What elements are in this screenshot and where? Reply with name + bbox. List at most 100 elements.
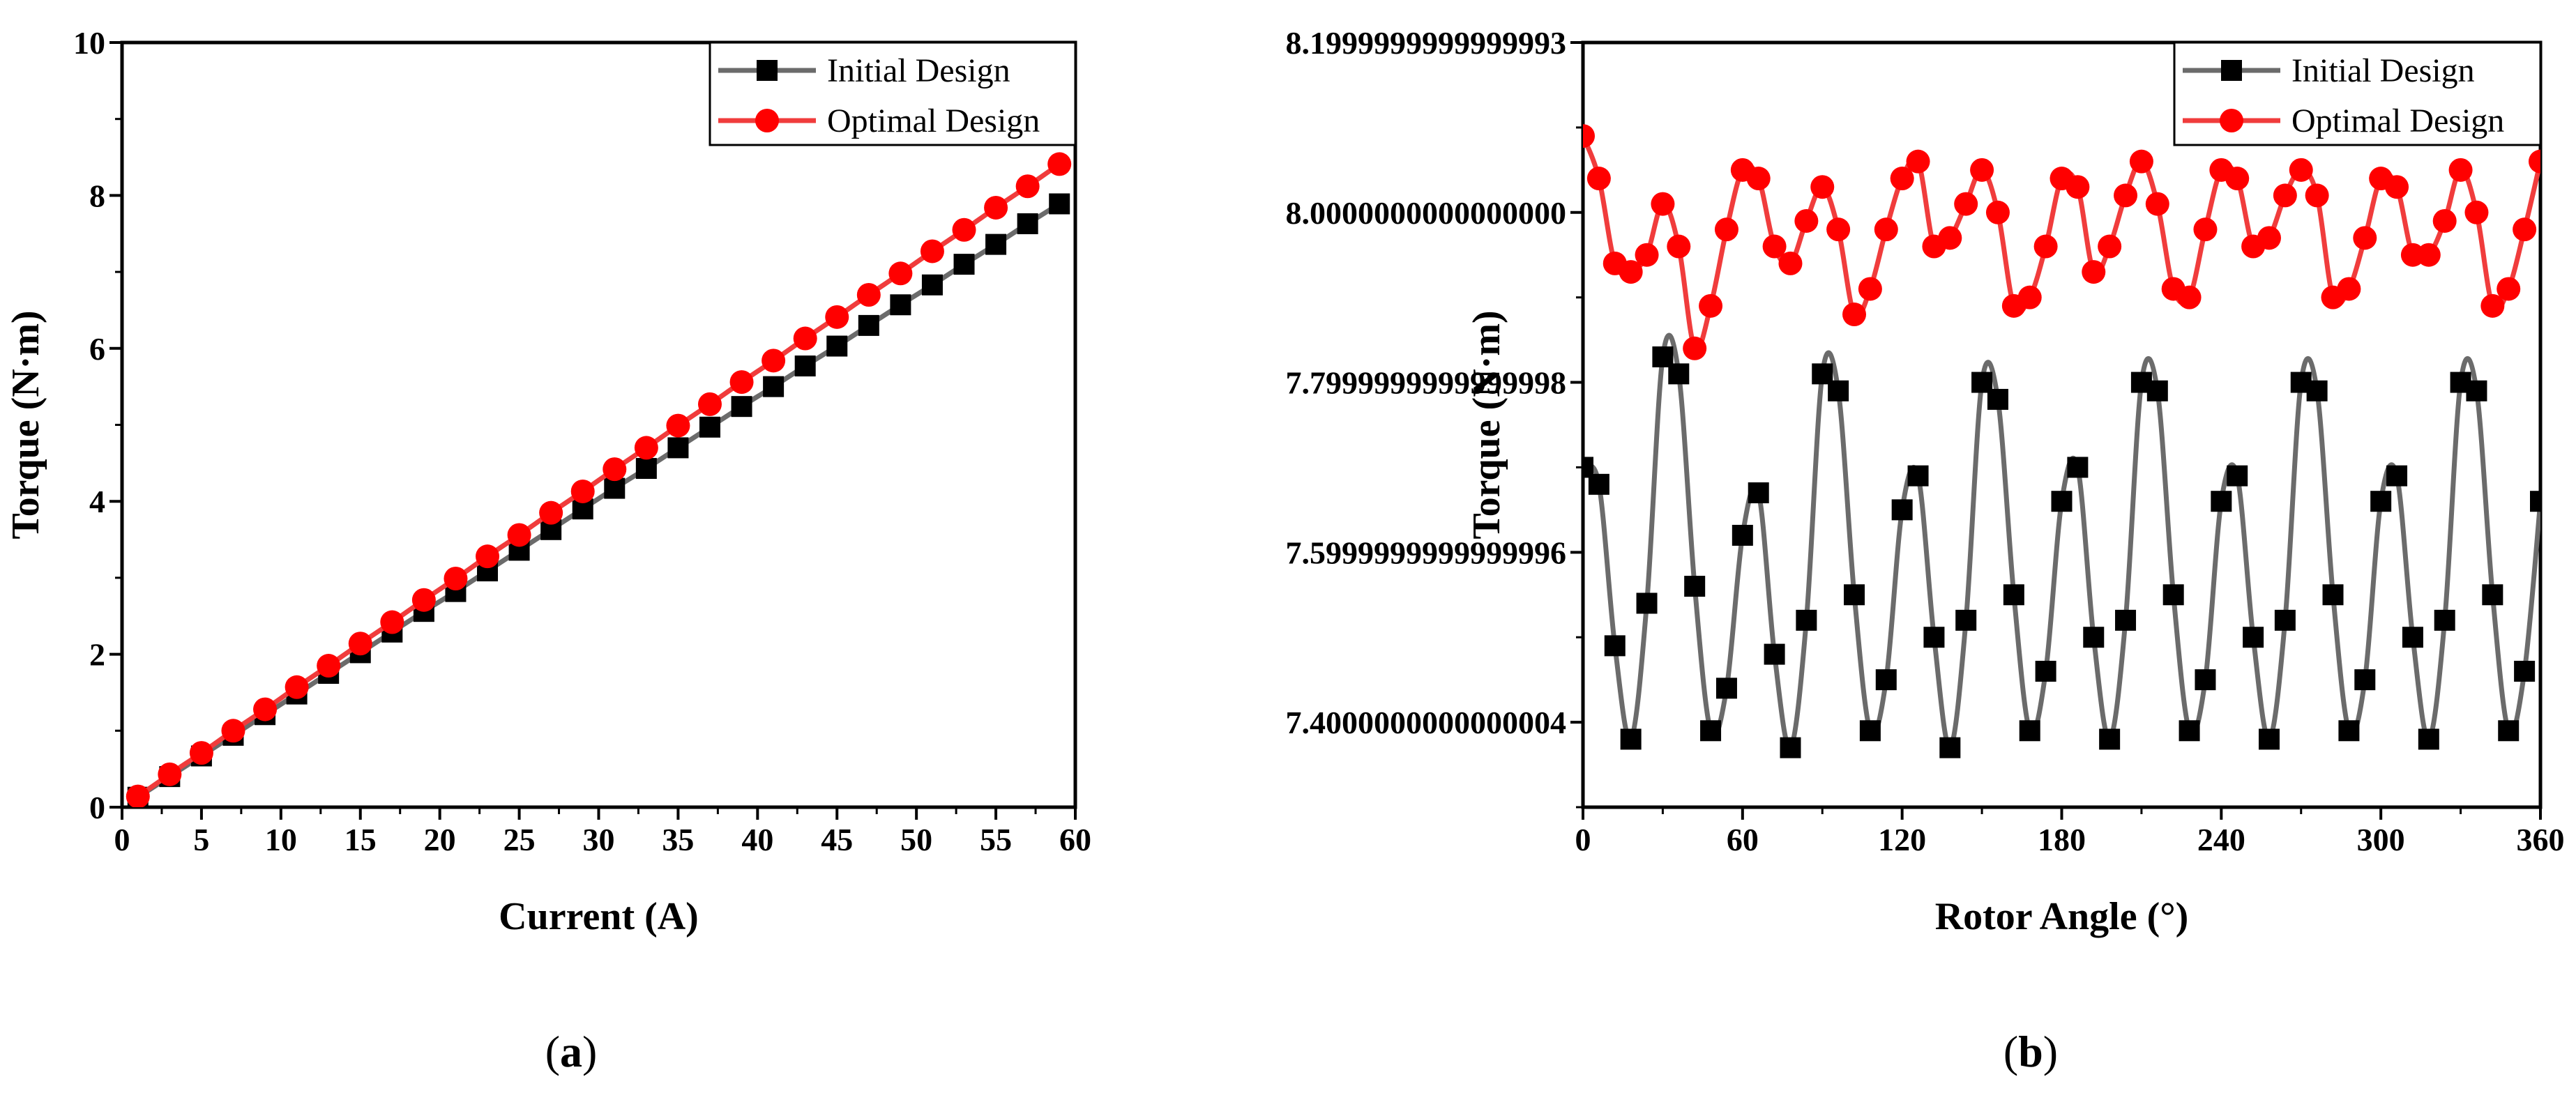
data-point-initial — [1748, 482, 1769, 504]
data-point-initial — [2035, 660, 2056, 682]
data-point-initial — [858, 314, 879, 336]
data-point-optimal — [2432, 208, 2457, 233]
data-point-optimal — [2448, 158, 2473, 182]
subfigure-label-b: (b) — [2003, 1027, 2058, 1076]
x-tick-label: 300 — [2357, 822, 2405, 857]
data-point-initial — [1828, 380, 1849, 401]
data-point-optimal — [634, 436, 658, 460]
data-area — [126, 152, 1072, 807]
data-point-initial — [1891, 499, 1913, 521]
x-tick-label: 20 — [424, 822, 456, 857]
data-point-initial — [1636, 592, 1658, 614]
data-point-optimal — [1826, 217, 1851, 242]
y-tick-label: 10 — [73, 25, 105, 61]
data-point-initial — [2530, 491, 2540, 512]
data-point-optimal — [221, 719, 245, 743]
data-point-optimal — [1047, 152, 1072, 176]
data-point-optimal — [1619, 260, 1643, 284]
x-tick-label: 35 — [662, 822, 694, 857]
data-point-initial — [1939, 737, 1961, 758]
subfigure-label-a: (a) — [545, 1027, 598, 1076]
data-point-optimal — [729, 370, 754, 395]
legend-marker-square — [2221, 60, 2242, 81]
data-point-optimal — [1683, 336, 1707, 360]
data-point-initial — [635, 458, 657, 480]
data-point-initial — [2243, 627, 2264, 648]
data-point-optimal — [1985, 200, 2010, 224]
data-point-initial — [2115, 609, 2137, 631]
data-point-initial — [1907, 465, 1929, 487]
data-point-initial — [1604, 635, 1626, 657]
data-point-optimal — [1699, 293, 1723, 318]
data-point-initial — [2434, 609, 2455, 631]
x-axis-label: Rotor Angle (°) — [1935, 895, 2189, 938]
data-point-initial — [2338, 720, 2360, 742]
chart-panel-a: 0 5 10 15 20 25 30 35 40 45 50 55 60 0 2 4 6 8 10 Current (… — [4, 25, 1091, 938]
data-point-optimal — [317, 654, 341, 678]
data-point-initial — [1923, 627, 1945, 648]
data-point-optimal — [2513, 217, 2537, 242]
data-point-initial — [2211, 491, 2232, 512]
data-point-initial — [2274, 609, 2296, 631]
data-point-optimal — [411, 588, 436, 612]
data-point-initial — [2179, 720, 2200, 742]
data-point-initial — [1668, 363, 1690, 385]
legend: Initial Design Optimal Design — [2173, 41, 2542, 146]
data-point-initial — [763, 376, 785, 397]
data-point-optimal — [2289, 158, 2313, 182]
legend: Initial Design Optimal Design — [709, 41, 1077, 146]
y-tick-label: 8.0000000000000000 — [1286, 195, 1567, 231]
data-point-optimal — [1762, 234, 1787, 259]
data-point-optimal — [2066, 175, 2090, 199]
data-point-initial — [2003, 584, 2024, 606]
data-point-optimal — [2098, 234, 2122, 259]
legend-label: Optimal Design — [2291, 102, 2504, 139]
data-point-initial — [2466, 380, 2487, 401]
data-point-initial — [1796, 609, 1817, 631]
x-tick-label: 60 — [1727, 822, 1759, 857]
data-point-initial — [2354, 669, 2376, 691]
series-line-optimal — [136, 162, 1061, 799]
data-point-optimal — [2497, 277, 2521, 301]
data-area — [1583, 124, 2540, 758]
data-point-optimal — [285, 675, 309, 699]
data-point-optimal — [2305, 183, 2329, 208]
data-point-optimal — [1858, 277, 1882, 301]
data-point-initial — [2019, 720, 2040, 742]
x-tick-label: 180 — [2038, 822, 2086, 857]
x-tick-label: 0 — [1575, 822, 1591, 857]
data-point-optimal — [2257, 226, 2281, 250]
data-point-initial — [1780, 737, 1801, 758]
data-point-optimal — [2033, 234, 2058, 259]
data-point-optimal — [762, 349, 786, 373]
data-point-initial — [2482, 584, 2503, 606]
y-tick-label: 0 — [89, 790, 105, 825]
data-point-initial — [921, 274, 943, 296]
data-point-initial — [2370, 491, 2392, 512]
data-point-optimal — [2464, 200, 2489, 224]
legend-marker-circle — [755, 109, 779, 132]
data-point-initial — [2051, 491, 2073, 512]
data-point-optimal — [1015, 174, 1040, 199]
x-tick-label: 5 — [193, 822, 209, 857]
data-point-initial — [2418, 728, 2439, 750]
data-point-initial — [699, 416, 720, 438]
data-point-optimal — [825, 305, 849, 329]
data-point-initial — [1684, 576, 1706, 597]
data-point-optimal — [1586, 167, 1611, 191]
data-point-optimal — [1954, 192, 1978, 216]
legend-label: Initial Design — [2291, 52, 2475, 89]
data-point-optimal — [1667, 234, 1691, 259]
y-tick-label: 8.1999999999999993 — [1286, 25, 1567, 61]
data-point-optimal — [1746, 167, 1771, 191]
data-point-initial — [1875, 669, 1897, 691]
data-point-optimal — [793, 326, 817, 351]
x-tick-label: 360 — [2517, 822, 2565, 857]
data-point-initial — [1620, 728, 1642, 750]
data-point-initial — [1017, 213, 1038, 234]
data-point-optimal — [920, 239, 944, 263]
data-point-initial — [2386, 465, 2408, 487]
data-point-optimal — [189, 741, 213, 765]
data-point-optimal — [1938, 226, 1962, 250]
data-point-initial — [1764, 643, 1785, 665]
